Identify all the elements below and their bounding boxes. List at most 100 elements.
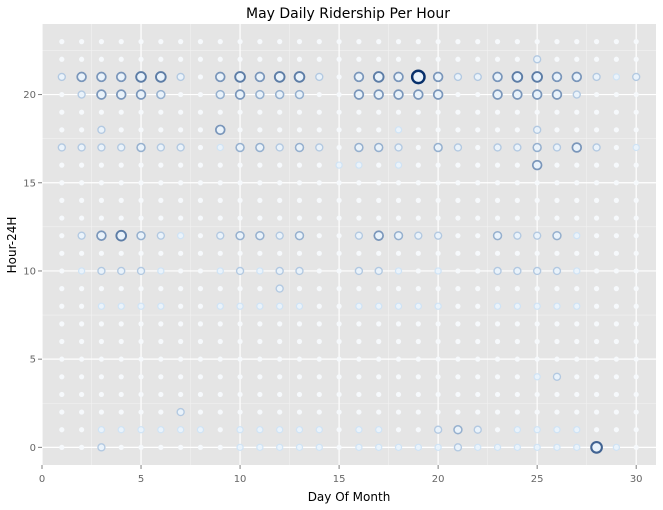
data-point — [413, 89, 424, 100]
data-point — [216, 231, 225, 240]
data-point — [273, 71, 286, 83]
data-point — [475, 321, 481, 327]
data-point — [118, 109, 124, 115]
data-point — [255, 89, 265, 100]
data-point — [59, 286, 65, 292]
data-point — [115, 71, 127, 83]
data-point — [532, 142, 542, 153]
data-point — [138, 356, 144, 362]
data-point — [178, 321, 184, 327]
data-point — [554, 338, 560, 345]
data-point — [415, 109, 421, 115]
data-point — [158, 39, 164, 45]
data-point — [613, 39, 619, 45]
data-point — [376, 39, 382, 45]
data-point — [415, 39, 421, 45]
data-point — [514, 250, 520, 256]
data-point — [158, 321, 164, 327]
data-point — [415, 391, 421, 398]
data-point — [97, 143, 106, 152]
data-point — [316, 321, 322, 327]
data-point — [77, 267, 86, 275]
data-point — [138, 162, 144, 168]
data-point — [613, 215, 619, 221]
data-point — [237, 127, 243, 133]
data-point — [415, 197, 421, 203]
data-point — [356, 338, 362, 345]
data-point — [158, 215, 164, 221]
data-point — [277, 39, 283, 45]
data-point — [395, 109, 402, 115]
data-point — [494, 356, 501, 362]
data-point — [96, 71, 107, 83]
data-point — [237, 215, 243, 221]
data-point — [356, 127, 362, 133]
data-point — [376, 127, 382, 133]
data-point — [613, 197, 619, 203]
data-point — [475, 180, 481, 186]
data-point — [277, 127, 283, 133]
data-point — [475, 127, 481, 133]
data-point — [593, 39, 600, 45]
data-point — [395, 338, 402, 345]
data-point — [98, 286, 105, 292]
data-point — [117, 266, 126, 276]
data-point — [395, 427, 402, 433]
data-point — [118, 215, 124, 221]
data-point — [493, 143, 502, 152]
data-point — [613, 180, 619, 186]
data-point — [155, 71, 167, 83]
y-axis-label: Hour-24H — [5, 217, 19, 274]
data-point — [197, 268, 204, 274]
data-point — [237, 374, 243, 380]
data-point — [494, 39, 501, 45]
data-point — [590, 441, 603, 454]
data-point — [316, 162, 322, 168]
data-point — [633, 286, 639, 292]
data-point — [435, 127, 441, 133]
data-point — [257, 109, 263, 115]
data-point — [59, 356, 65, 362]
data-point — [534, 321, 540, 327]
data-point — [296, 356, 303, 362]
data-point — [574, 180, 580, 186]
data-point — [277, 109, 283, 115]
data-point — [592, 72, 601, 82]
data-point — [98, 197, 105, 203]
data-point — [197, 338, 204, 345]
data-point — [514, 391, 520, 398]
data-point — [633, 268, 639, 274]
data-point — [59, 91, 65, 98]
data-point — [513, 302, 521, 310]
data-point — [593, 338, 600, 345]
data-point — [532, 125, 542, 135]
data-point — [275, 143, 284, 152]
data-point — [376, 215, 382, 221]
data-point — [138, 39, 144, 45]
data-point — [316, 180, 322, 186]
data-point — [494, 427, 501, 433]
data-point — [79, 286, 85, 292]
data-point — [158, 127, 164, 133]
data-point — [96, 89, 107, 100]
data-point — [257, 409, 263, 415]
data-point — [415, 180, 421, 186]
data-point — [276, 302, 284, 310]
data-point — [178, 444, 184, 450]
data-point — [574, 39, 580, 45]
data-point — [534, 356, 540, 362]
data-point — [336, 409, 342, 415]
data-point — [613, 338, 619, 345]
data-point — [475, 409, 481, 415]
data-point — [157, 302, 165, 310]
data-point — [197, 233, 204, 239]
data-point — [176, 72, 185, 82]
data-point — [415, 427, 421, 433]
data-point — [237, 321, 243, 327]
data-point — [455, 286, 461, 292]
data-point — [79, 303, 85, 309]
data-point — [435, 109, 441, 115]
data-point — [118, 391, 124, 398]
data-point — [79, 162, 85, 168]
data-point — [593, 303, 600, 309]
